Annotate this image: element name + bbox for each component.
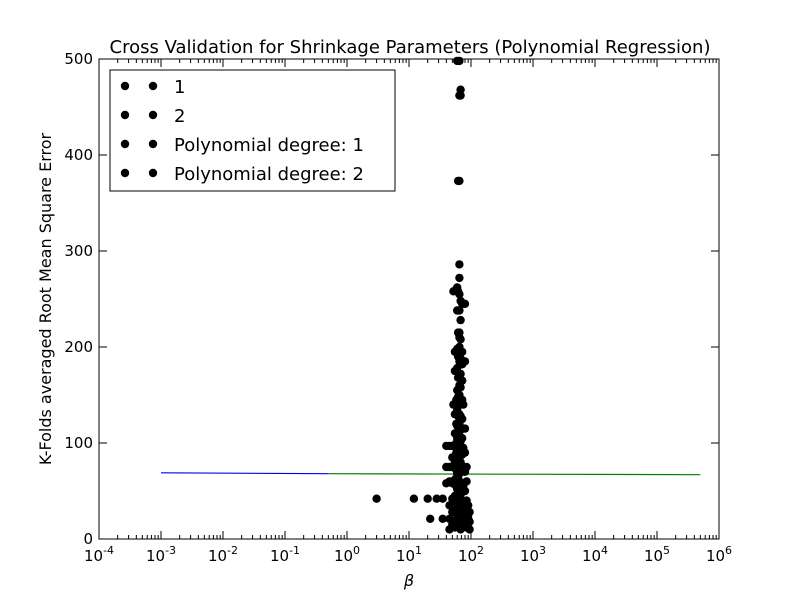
data-point-160 [464,501,473,510]
data-point-13 [445,501,454,510]
data-point-111 [456,369,465,379]
legend-marker-2-b [148,110,158,120]
y-tick-label-0: 0 [83,530,93,548]
legend-label-2: 2 [174,106,185,127]
data-point-156 [462,477,471,486]
data-point-130 [458,414,467,424]
x-tick-label-7: 103 [520,544,546,565]
data-point-81 [455,306,464,315]
data-point-109 [456,335,465,344]
x-tick-label-0: 10-4 [84,544,114,565]
data-point-155 [462,462,471,472]
legend-marker-1-a [120,81,130,91]
data-point-149 [460,424,470,433]
series-line-2 [328,473,701,476]
x-tick-label-5: 101 [396,544,422,565]
y-axis-label: K-Folds averaged Root Mean Square Error [36,132,55,465]
x-tick-label-6: 102 [458,544,484,565]
legend-marker-4-b [148,168,158,178]
data-point-1 [409,494,419,503]
y-tick-label-1: 100 [64,434,93,452]
data-point-80 [455,290,464,299]
data-point-126 [458,347,467,356]
data-point-6 [438,494,447,503]
legend-label-1: 1 [174,77,185,98]
chart-title: Cross Validation for Shrinkage Parameter… [110,37,711,58]
data-point-164 [465,517,474,526]
data-point-105 [456,85,465,94]
x-tick-label-8: 104 [582,544,608,565]
x-tick-label-9: 105 [644,544,670,565]
x-axis: 10-4 10-3 10-2 10-1 100 101 102 103 104 105 106 [84,59,732,565]
data-point-165 [465,525,474,534]
x-tick-label-1: 10-3 [146,544,176,565]
legend-box [109,69,396,192]
legend-label-3: Polynomial degree: 1 [174,135,364,156]
series-line-1 [160,472,329,475]
data-point-152 [460,486,470,496]
data-point-112 [456,383,465,392]
data-point-108 [456,315,465,325]
data-point-163 [465,507,474,517]
series-lines [160,472,701,476]
legend-marker-4-a [120,168,130,178]
data-point-148 [460,357,470,366]
data-point-128 [458,376,467,385]
legend-label-4: Polynomial degree: 2 [174,164,364,185]
x-tick-label-4: 100 [334,544,360,565]
y-tick-label-4: 400 [64,146,93,164]
x-tick-label-3: 10-1 [270,544,300,565]
legend: 1 2 Polynomial degree: 1 Polynomial degree:… [109,69,396,192]
y-axis: 0 100 200 300 400 500 [64,50,719,548]
legend-marker-3-b [148,139,158,149]
data-point-2 [423,494,432,503]
data-point-4 [432,494,441,503]
data-point-131 [458,434,467,443]
data-point-106 [456,91,465,100]
data-point-75 [455,56,464,66]
data-point-147 [460,299,470,308]
data-point-150 [460,448,470,457]
data-point-0 [372,494,381,503]
data-point-79 [455,273,464,283]
y-tick-label-3: 300 [64,242,93,260]
y-tick-label-5: 500 [64,50,93,68]
data-point-3 [426,514,435,523]
legend-marker-3-a [120,139,130,149]
x-axis-label: β [403,571,414,590]
data-point-78 [455,260,464,269]
x-tick-label-2: 10-2 [208,544,238,565]
data-point-5 [438,514,447,523]
data-point-77 [455,176,464,186]
y-tick-label-2: 200 [64,338,93,356]
data-point-140 [459,400,468,409]
x-tick-label-10: 106 [706,544,732,565]
data-points [372,56,474,534]
legend-marker-1-b [148,81,158,91]
legend-marker-2-a [120,110,130,120]
